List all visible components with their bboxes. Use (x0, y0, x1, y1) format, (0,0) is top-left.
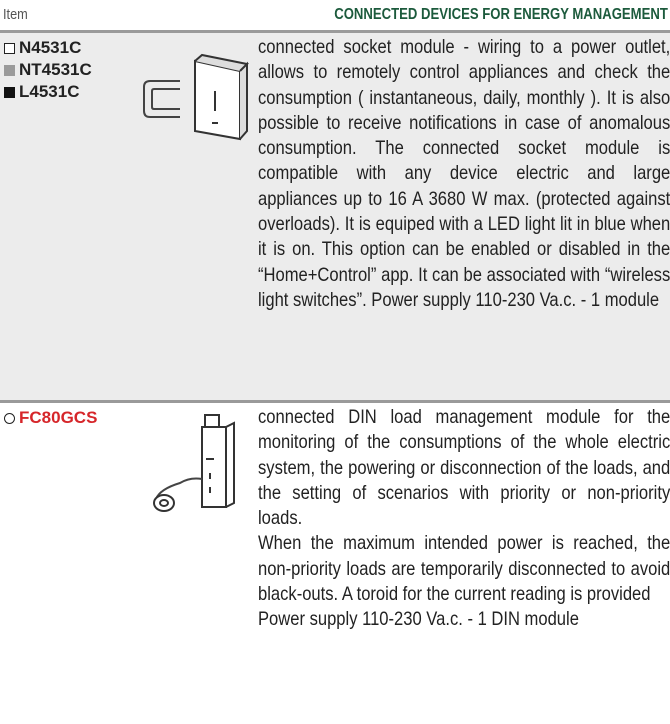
description: connected DIN load management module for… (258, 405, 670, 633)
item-label: Item (3, 6, 28, 23)
paragraph: connected socket module - wiring to a po… (258, 36, 670, 311)
product-row: FC80GCS connected DIN load management mo… (0, 403, 670, 724)
code-text: N4531C (19, 38, 82, 57)
code: NT4531C (4, 59, 92, 81)
white-square (4, 42, 15, 54)
code: FC80GCS (4, 407, 97, 429)
code: L4531C (4, 81, 92, 103)
paragraph: When the maximum intended power is reach… (258, 532, 670, 606)
paragraph: connected DIN load management module for… (258, 406, 670, 530)
grey-square (4, 64, 15, 76)
black-square (4, 86, 15, 98)
code-text: L4531C (19, 82, 80, 101)
codes: N4531C NT4531C L4531C (4, 37, 92, 103)
section-title: CONNECTED DEVICES FOR ENERGY MANAGEMENT (334, 6, 668, 23)
header: Item CONNECTED DEVICES FOR ENERGY MANAGE… (0, 0, 670, 33)
codes: FC80GCS (4, 407, 97, 429)
din-module-image (153, 414, 235, 512)
description: connected socket module - wiring to a po… (258, 35, 670, 313)
paragraph: Power supply 110-230 Va.c. - 1 DIN modul… (258, 608, 579, 631)
code-text: NT4531C (19, 60, 92, 79)
code: N4531C (4, 37, 92, 59)
product-row: N4531C NT4531C L4531C connected socket m… (0, 33, 670, 403)
code-text: FC80GCS (19, 408, 98, 427)
circle (4, 412, 15, 424)
socket-module-image (143, 53, 250, 141)
